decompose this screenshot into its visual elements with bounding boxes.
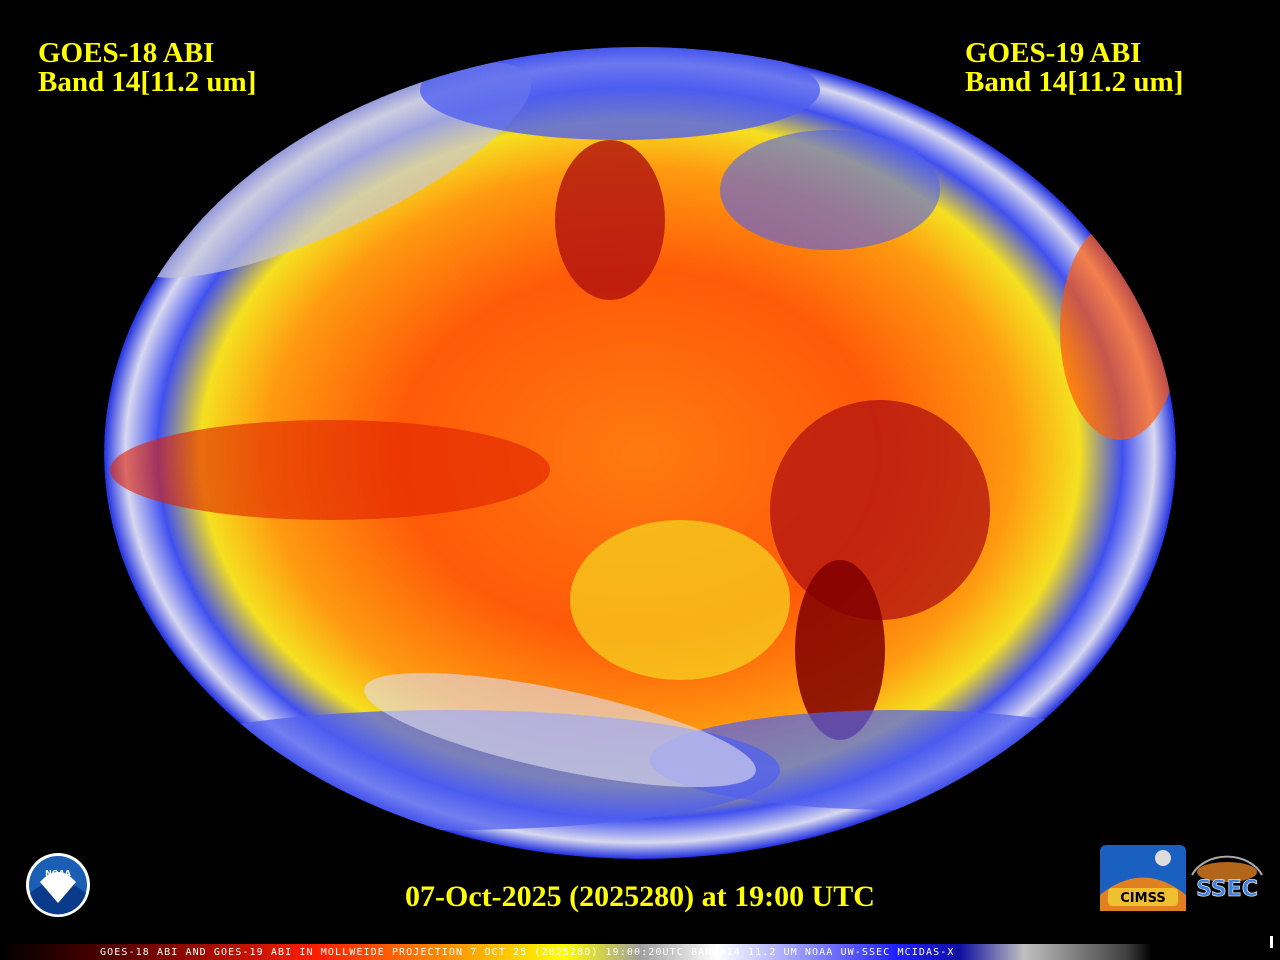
color-bar-marker [1270,936,1273,948]
noaa-logo: NOAA [26,853,90,917]
globe [104,47,1176,859]
right-satellite: GOES-19 ABI [965,37,1141,69]
color-bar [0,944,1280,960]
footer: GOES-18 ABI AND GOES-19 ABI IN MOLLWEIDE… [100,947,954,958]
cimss-logo: CIMSS [1100,845,1186,911]
ssec-text: SSEC [1196,877,1258,902]
noaa-text: NOAA [45,869,71,878]
cimss-text: CIMSS [1120,891,1165,906]
left-satellite: GOES-18 ABI [38,37,214,69]
left-band: Band 14[11.2 um] [38,66,256,98]
timestamp: 07-Oct-2025 (2025280) at 19:00 UTC [405,880,875,913]
right-band: Band 14[11.2 um] [965,66,1183,98]
ssec-logo: SSEC [1191,855,1263,902]
